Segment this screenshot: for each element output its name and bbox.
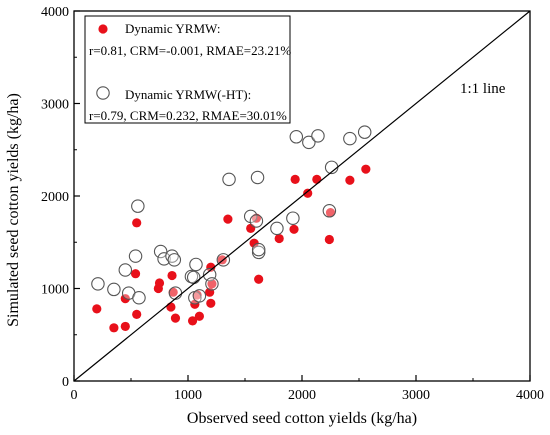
data-point-dynamic-yrmw	[303, 188, 313, 198]
x-tick-label: 0	[71, 388, 78, 403]
data-point-dynamic-yrmw-ht	[302, 135, 316, 150]
x-tick-label: 2000	[288, 388, 316, 403]
data-point-dynamic-yrmw-ht	[107, 282, 121, 297]
data-point-dynamic-yrmw	[289, 224, 299, 234]
data-point-dynamic-yrmw-ht	[167, 253, 182, 267]
one-to-one-line-label: 1:1 line	[460, 81, 506, 97]
data-point-dynamic-yrmw-ht	[251, 242, 266, 257]
data-point-dynamic-yrmw-ht	[157, 252, 171, 266]
data-point-dynamic-yrmw	[324, 234, 334, 245]
data-point-dynamic-yrmw-ht	[322, 204, 337, 218]
legend-label-dynamic-yrmw: Dynamic YRMW:	[125, 21, 220, 36]
data-point-dynamic-yrmw-ht	[250, 170, 265, 185]
legend-marker-dynamic-yrmw-ht	[96, 86, 110, 100]
y-axis: 0 1000 2000 3000 4000	[41, 5, 80, 390]
series-dynamic-yrmw	[92, 164, 371, 333]
data-point-dynamic-yrmw	[223, 214, 233, 224]
data-point-dynamic-yrmw	[154, 278, 165, 288]
data-point-dynamic-yrmw-ht	[118, 263, 133, 277]
data-point-dynamic-yrmw-ht	[311, 129, 325, 143]
data-point-dynamic-yrmw	[192, 290, 202, 300]
legend-label-dynamic-yrmw-ht: Dynamic YRMW(-HT):	[125, 87, 251, 102]
data-point-dynamic-yrmw	[132, 309, 142, 319]
data-point-dynamic-yrmw-ht	[286, 211, 300, 225]
x-tick-label: 4000	[516, 388, 544, 403]
legend-stats-dynamic-yrmw: r=0.81, CRM=-0.001, RMAE=23.21%	[89, 43, 291, 58]
data-point-dynamic-yrmw	[187, 316, 198, 326]
x-tick-label: 3000	[402, 388, 430, 403]
data-point-dynamic-yrmw	[92, 304, 102, 314]
data-point-dynamic-yrmw-ht	[91, 277, 105, 291]
data-point-dynamic-yrmw	[109, 323, 119, 333]
data-point-dynamic-yrmw-ht	[131, 199, 145, 213]
y-tick-label: 1000	[41, 283, 69, 298]
x-axis-title: Observed seed cotton yields (kg/ha)	[187, 410, 417, 427]
data-point-dynamic-yrmw-ht	[205, 277, 219, 291]
data-point-dynamic-yrmw	[166, 302, 176, 312]
data-point-dynamic-yrmw-ht	[128, 249, 143, 263]
data-point-dynamic-yrmw-ht	[165, 249, 179, 263]
data-point-dynamic-yrmw	[361, 164, 371, 174]
legend-box	[84, 15, 291, 124]
x-axis: 0 1000 2000 3000 4000	[71, 375, 544, 403]
legend-marker-dynamic-yrmw	[98, 24, 108, 34]
y-tick-label: 0	[62, 375, 69, 390]
data-point-dynamic-yrmw-ht	[153, 244, 168, 259]
data-point-dynamic-yrmw	[254, 274, 264, 284]
data-point-dynamic-yrmw	[132, 218, 142, 228]
data-point-dynamic-yrmw	[206, 298, 216, 308]
data-point-dynamic-yrmw-ht	[357, 125, 372, 139]
legend: Dynamic YRMW: r=0.81, CRM=-0.001, RMAE=2…	[84, 15, 291, 124]
x-tick-label: 1000	[174, 388, 202, 403]
data-point-dynamic-yrmw	[170, 313, 181, 323]
data-point-dynamic-yrmw-ht	[249, 214, 264, 228]
data-point-dynamic-yrmw-ht	[189, 257, 203, 272]
data-point-dynamic-yrmw-ht	[192, 289, 207, 303]
y-tick-label: 4000	[41, 5, 69, 20]
data-point-dynamic-yrmw	[167, 270, 177, 281]
data-point-dynamic-yrmw	[274, 233, 284, 244]
data-point-dynamic-yrmw	[120, 321, 130, 332]
data-point-dynamic-yrmw	[345, 175, 355, 185]
data-point-dynamic-yrmw	[130, 269, 141, 279]
y-tick-label: 3000	[41, 98, 69, 113]
data-point-dynamic-yrmw	[194, 311, 204, 321]
data-point-dynamic-yrmw-ht	[270, 221, 284, 236]
data-point-dynamic-yrmw-ht	[132, 290, 146, 305]
data-point-dynamic-yrmw-ht	[186, 270, 201, 285]
data-point-dynamic-yrmw	[290, 174, 300, 184]
data-point-dynamic-yrmw-ht	[168, 286, 183, 300]
data-point-dynamic-yrmw	[249, 238, 259, 248]
data-point-dynamic-yrmw-ht	[289, 130, 304, 144]
data-point-dynamic-yrmw	[207, 279, 217, 289]
legend-stats-dynamic-yrmw-ht: r=0.79, CRM=0.232, RMAE=30.01%	[89, 108, 287, 123]
data-point-dynamic-yrmw	[168, 287, 178, 297]
data-point-dynamic-yrmw	[312, 174, 322, 184]
y-tick-label: 2000	[41, 190, 69, 205]
data-point-dynamic-yrmw-ht	[222, 172, 236, 187]
data-point-dynamic-yrmw	[325, 208, 336, 218]
y-axis-title: Simulated seed cotton yields (kg/ha)	[5, 93, 22, 327]
data-point-dynamic-yrmw-ht	[343, 131, 357, 146]
one-to-one-line	[73, 10, 531, 382]
